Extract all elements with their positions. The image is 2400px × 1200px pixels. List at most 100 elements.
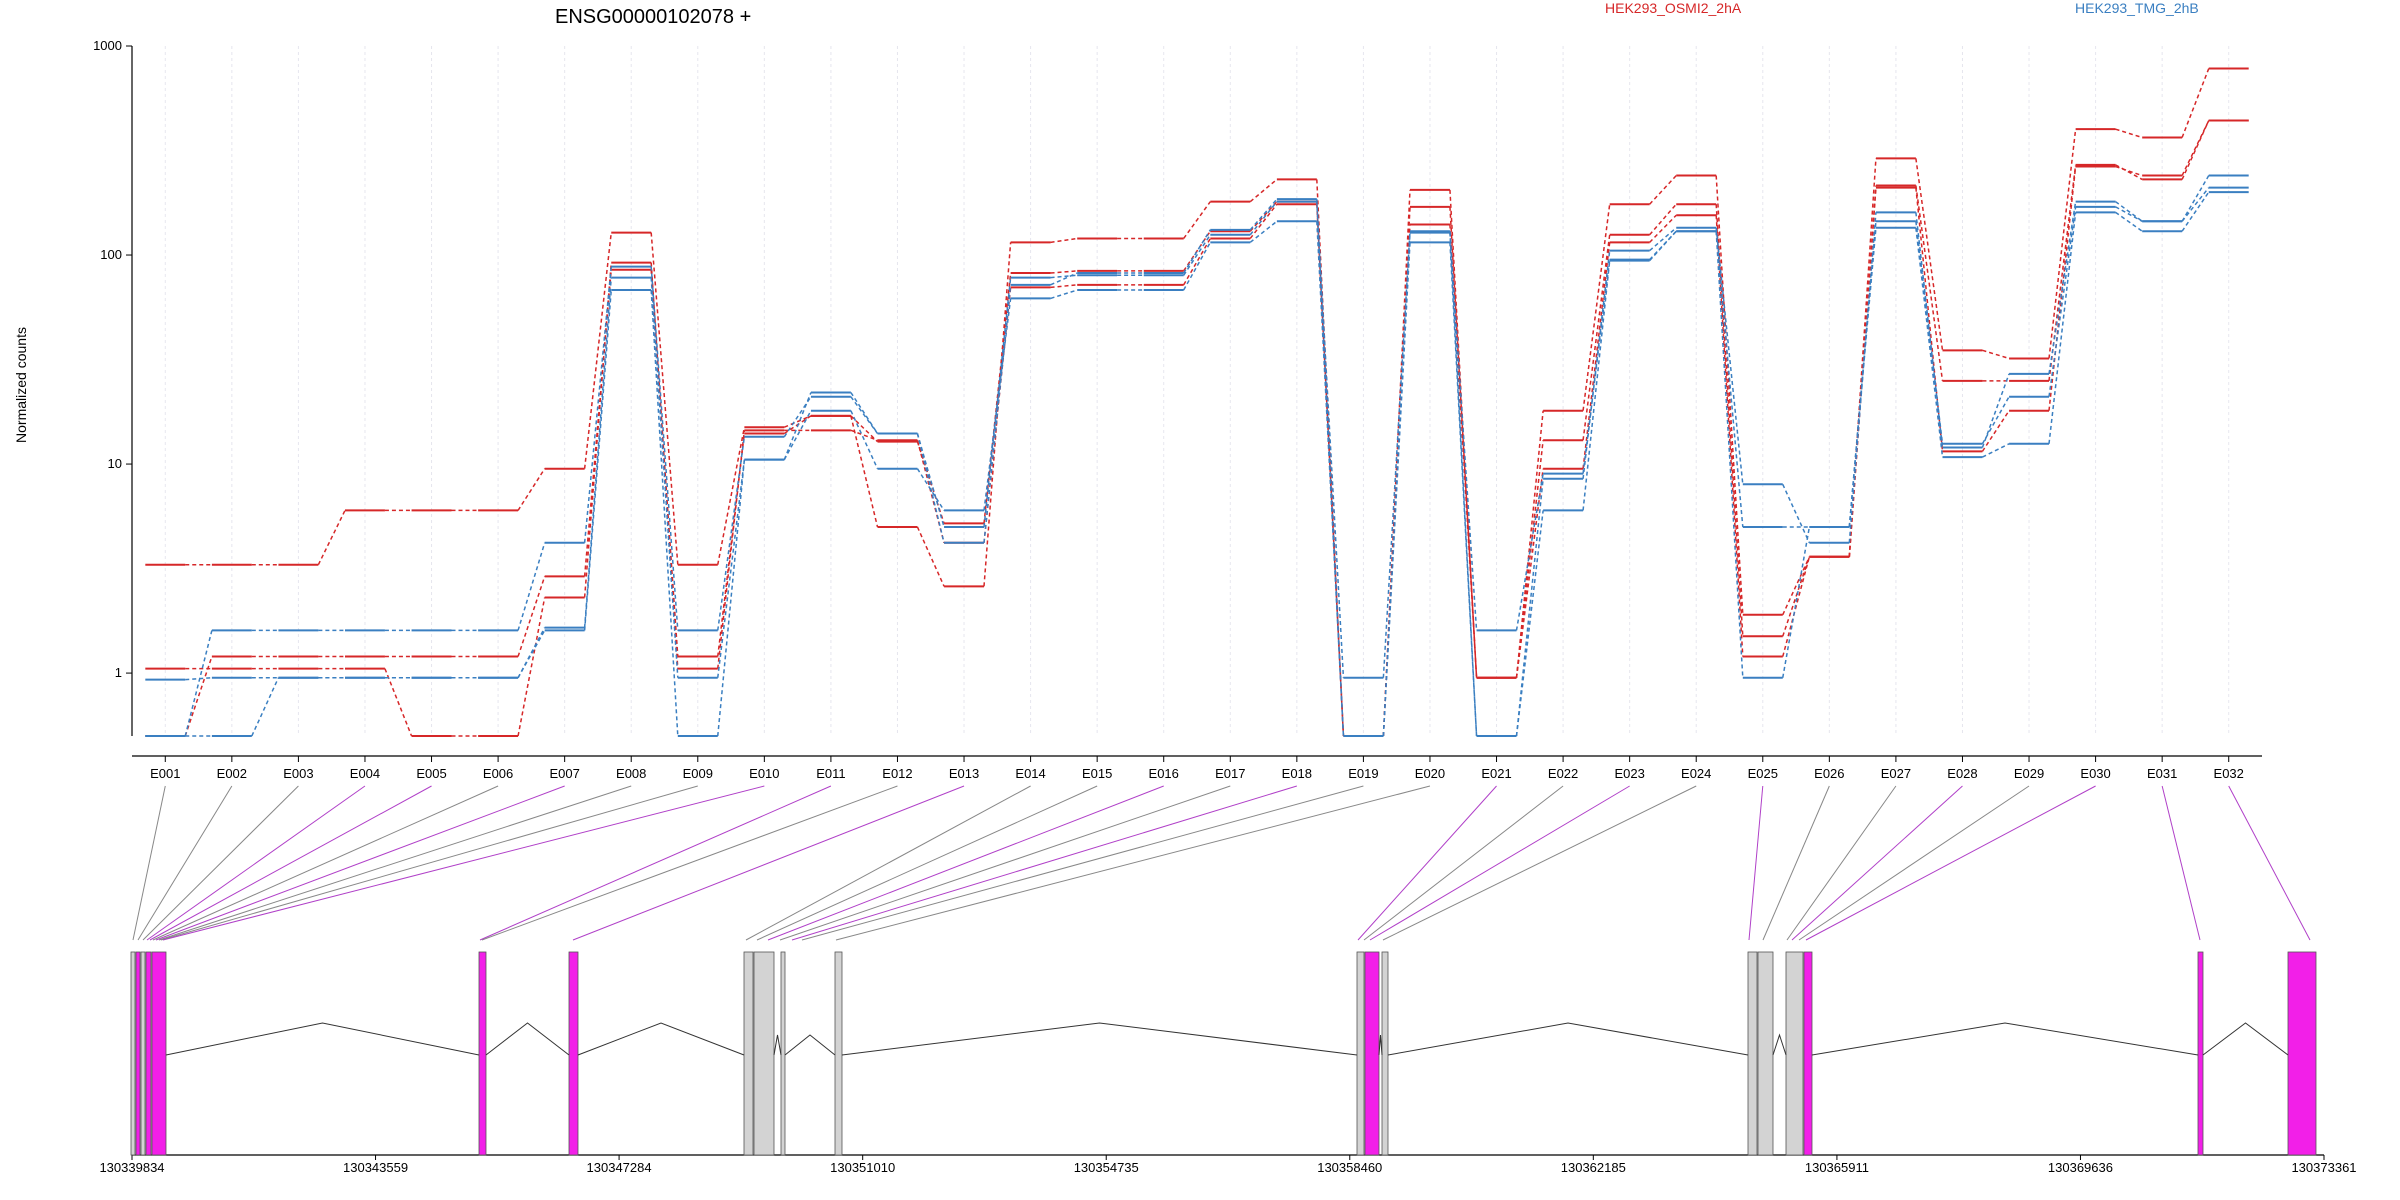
series-connector [850,415,879,443]
genomic-tick-label: 130373361 [2291,1160,2356,1175]
exon-connector [142,785,299,941]
series-connector [517,627,546,679]
genomic-tick-label: 130362185 [1561,1160,1626,1175]
series-connector [1915,221,1944,444]
series-connector [1449,232,1478,631]
series-connector [1515,410,1544,678]
exon-connector [1786,785,1897,941]
x-tick-label: E017 [1215,766,1245,781]
series-connector [850,410,879,470]
exon-block [130,951,136,1156]
x-tick-label: E021 [1481,766,1511,781]
series-connector [1582,259,1611,474]
series-connector [1582,242,1611,469]
series-5 [145,174,2249,737]
y-tick-label: 10 [108,456,122,471]
series-connector [1183,241,1211,291]
exon-connector [801,785,1364,941]
exon-block [1356,951,1365,1156]
series-connector [983,242,1012,587]
series-connector [1915,185,1944,381]
exon-connector [152,785,499,941]
y-tick-label: 100 [100,247,122,262]
exon-connector [158,785,632,941]
series-3 [145,191,2249,737]
series-connector [583,266,612,543]
series-connector [1449,231,1478,737]
series-connector [1982,443,2010,458]
series-connector [2115,165,2143,177]
exon-block [780,951,786,1156]
x-tick-label: E027 [1881,766,1911,781]
series-connector [1982,349,2010,360]
series-connector [2181,120,2210,176]
series-connector [1915,212,1944,448]
series-connector [1715,175,1744,615]
series-connector [1183,201,1211,239]
series-connector [717,459,746,737]
x-tick-label: E002 [217,766,247,781]
genomic-tick-label: 130365911 [1805,1160,1869,1175]
exon-connector [745,785,1031,941]
legend-osmi2: HEK293_OSMI2_2hA [1605,0,1742,16]
exon-block [478,951,487,1156]
series-connector [717,436,746,631]
series-connector [1582,234,1611,441]
exon-connectors [132,785,2311,941]
genomic-tick-label: 130339834 [99,1160,164,1175]
gene-model: 130339834 130343559 130347284 130351010 1303… [99,951,2357,1175]
exon-connector [146,785,366,941]
series-connector [517,542,546,631]
series-connector [1649,203,1677,236]
series-connector [2048,164,2077,381]
series-connector [1649,214,1677,243]
exon-block [1747,951,1758,1156]
series-connector [1715,227,1744,485]
exon-connector [1363,785,1564,941]
intron-line [784,1034,836,1056]
exon-block [2197,951,2204,1156]
x-tick-label: E016 [1149,766,1179,781]
intron-line [1387,1022,1749,1056]
genomic-tick-label: 130351010 [830,1160,895,1175]
x-tick-label: E007 [549,766,579,781]
series-connector [916,433,945,543]
series-connector [784,415,812,428]
exon-block [834,951,843,1156]
series-connector [1449,224,1478,678]
exon-block [140,951,146,1156]
x-tick-label: E006 [483,766,513,781]
series-connector [1249,203,1278,239]
exon-block [568,951,579,1156]
series-connector [583,289,612,631]
exon-connector [2161,785,2201,941]
series-connector [583,232,612,469]
exon-block [743,951,754,1156]
legend-tmg: HEK293_TMG_2hB [2075,0,2199,16]
intron-line [841,1022,1358,1056]
exon-block [1381,951,1389,1156]
series-connector [2181,191,2210,232]
genomic-tick-label: 130347284 [587,1160,652,1175]
series-connector [650,266,679,631]
series-connector [1050,270,1078,274]
exon-block [1785,951,1804,1156]
series-connector [1515,473,1544,631]
x-tick-label: E029 [2014,766,2044,781]
y-tick-label: 1000 [93,38,122,53]
exon-connector [572,785,965,941]
series-connector [2048,206,2077,397]
exon-connector [481,785,898,941]
series-connector [717,459,746,678]
series-0 [145,67,2249,737]
series-connector [184,630,213,737]
series-connector [1981,373,2010,448]
series-connector [1649,175,1677,205]
axes: 1000 100 10 1 E001 E002 E003 E004 E005 E006 E007 E0… [93,38,2262,781]
series-connector [1848,221,1877,528]
intron-line [577,1022,745,1056]
intron-line [165,1022,480,1056]
genomic-tick-label: 130358460 [1317,1160,1382,1175]
x-tick-label: E010 [749,766,779,781]
x-tick-label: E019 [1348,766,1378,781]
